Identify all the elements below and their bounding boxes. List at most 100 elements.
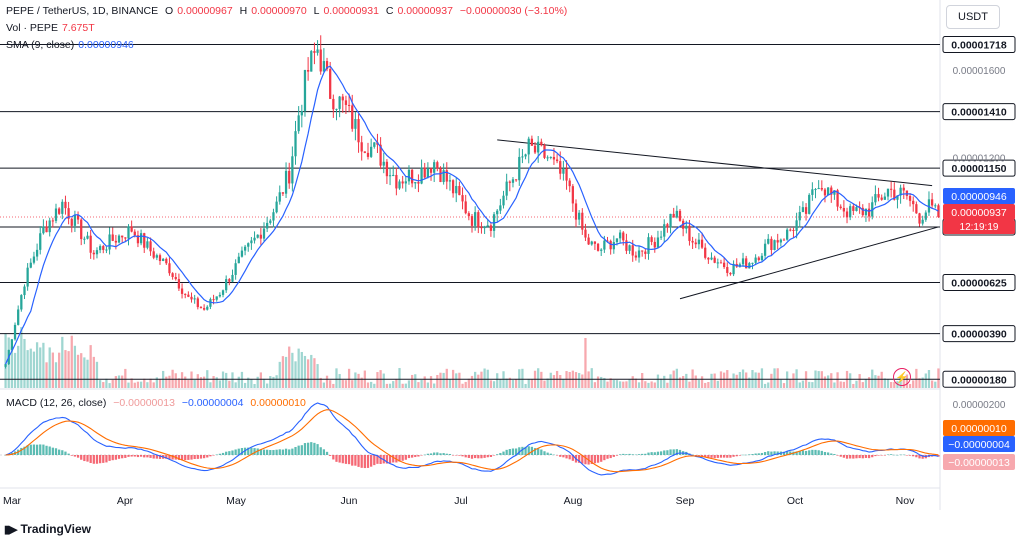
currency-button[interactable]: USDT <box>946 5 1000 29</box>
candle-body <box>256 234 259 238</box>
candle-body <box>344 100 348 105</box>
volume-bar <box>474 371 477 388</box>
macd-hist-bar <box>193 455 196 460</box>
candle-body <box>105 249 108 251</box>
candle-body <box>325 61 329 70</box>
macd-hist-bar <box>117 455 121 459</box>
macd-hist-bar <box>786 451 789 455</box>
volume-bar <box>477 374 480 388</box>
volume-bar <box>300 351 303 388</box>
candle-body <box>347 104 351 106</box>
macd-hist-bar <box>448 453 452 455</box>
volume-bar <box>489 380 493 388</box>
volume-bar <box>467 378 470 388</box>
candle-body <box>180 288 184 294</box>
month-label: Jul <box>454 495 467 507</box>
macd-hist-bar <box>893 454 896 456</box>
candle-body <box>779 239 782 243</box>
candle-body <box>42 226 45 234</box>
candle-body <box>934 205 937 207</box>
macd-hist-bar <box>26 445 29 455</box>
volume-bar <box>410 374 414 388</box>
candle-body <box>496 210 499 215</box>
candle-body <box>625 240 628 251</box>
volume-bar <box>609 378 612 388</box>
candle-body <box>590 241 593 245</box>
macd-hist-bar <box>70 455 73 456</box>
volume-bar <box>704 382 707 388</box>
macd-hist-bar <box>625 454 628 455</box>
macd-hist-bar <box>259 449 262 455</box>
macd-hist-bar <box>426 453 430 455</box>
volume-bar <box>568 371 571 388</box>
volume-bar <box>139 381 143 388</box>
candle-body <box>218 294 222 297</box>
macd-hist-badge-box <box>943 454 1015 470</box>
macd-hist-bar <box>228 451 231 455</box>
candle-body <box>817 187 820 190</box>
lightning-icon[interactable]: ⚡ <box>893 368 911 386</box>
macd-hist-bar <box>776 451 779 455</box>
macd-hist-bar <box>51 447 54 455</box>
volume-bar <box>319 377 322 388</box>
candle-body <box>407 169 411 182</box>
price-axis: 0.000017180.000014100.000011500.00000880… <box>942 36 1016 470</box>
candle-body <box>332 98 335 110</box>
candle-body <box>433 162 436 173</box>
macd-hist-bar <box>562 455 565 458</box>
macd-hist-bar <box>199 455 203 459</box>
volume-bar <box>625 381 628 388</box>
macd-line <box>5 402 939 476</box>
candle-body <box>511 179 515 183</box>
candle-body <box>29 262 32 268</box>
volume-bar <box>738 371 742 388</box>
candle-body <box>436 162 439 169</box>
volume-bar <box>448 379 452 388</box>
macd-hist-bar <box>202 455 206 459</box>
month-label: Aug <box>564 495 583 507</box>
volume-bar <box>332 383 335 388</box>
candle-body <box>4 364 7 367</box>
level-label-box <box>942 36 1016 54</box>
macd-hist-bar <box>32 444 36 455</box>
candle-body <box>259 234 262 239</box>
candle-body <box>826 187 830 196</box>
volume-bar <box>388 383 392 388</box>
macd-hist-bar <box>804 450 808 455</box>
candle-body <box>278 192 281 202</box>
volume-bar <box>682 375 685 388</box>
candle-body <box>10 339 14 350</box>
candle-body <box>540 141 543 146</box>
candle-body <box>675 210 678 218</box>
candle-body <box>61 201 64 214</box>
volume-bar <box>136 381 140 388</box>
volume-bar <box>606 381 609 388</box>
candle-body <box>70 218 73 226</box>
volume-bar <box>266 383 269 388</box>
candle-body <box>697 239 701 245</box>
candle-body <box>316 49 319 53</box>
level-label: 0.00000625 <box>951 277 1007 289</box>
candle-body <box>584 229 587 238</box>
macd-hist-bar <box>590 455 593 464</box>
candle-body <box>688 225 691 241</box>
macd-hist-bar <box>250 447 253 455</box>
macd-hist-bar <box>338 455 341 463</box>
volume-bar <box>581 374 584 388</box>
volume-bar <box>912 380 915 388</box>
macd-hist-bar <box>73 455 77 457</box>
volume-bar <box>322 382 326 388</box>
candle-body <box>555 159 559 162</box>
volume-bar <box>275 375 278 388</box>
volume-bar <box>877 375 880 388</box>
candle-body <box>763 243 767 256</box>
volume-bar <box>199 377 203 388</box>
candle-body <box>98 246 102 251</box>
macd-hist-bar <box>505 449 508 455</box>
volume-bar <box>792 373 795 388</box>
candle-body <box>108 234 111 250</box>
candle-body <box>874 194 877 203</box>
volume-bar <box>685 373 688 388</box>
macd-hist-bar <box>921 455 924 459</box>
